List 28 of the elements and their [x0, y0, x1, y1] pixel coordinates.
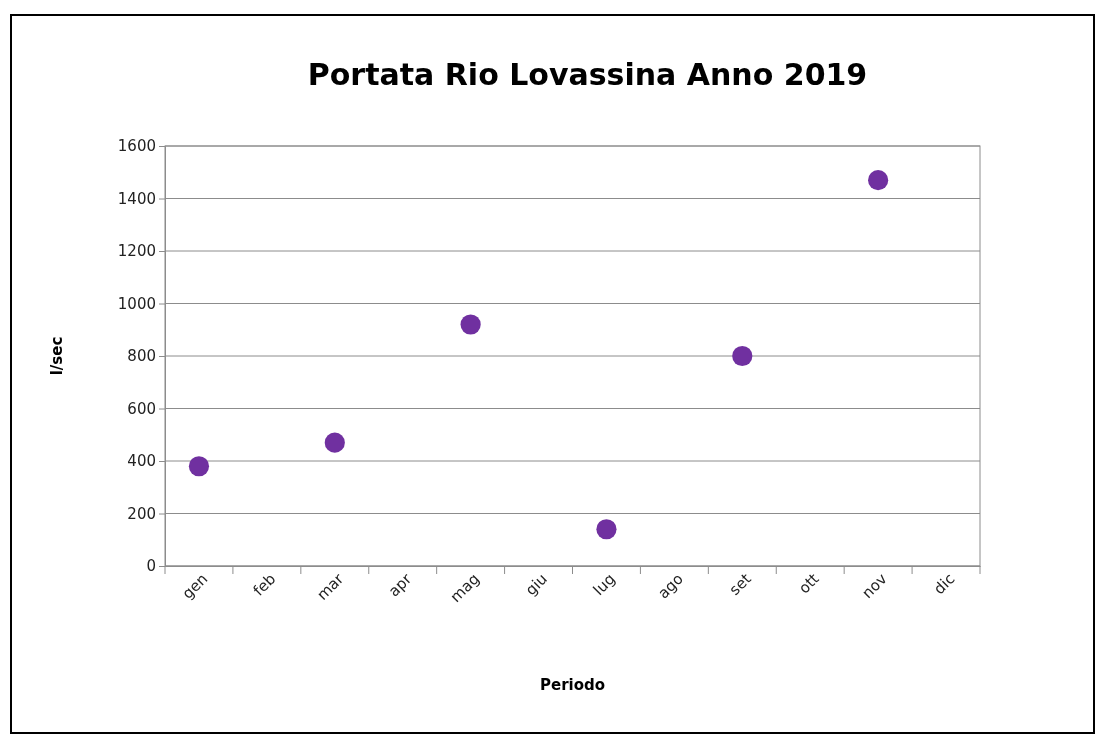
x-tick-label: dic — [930, 569, 959, 599]
chart-title: Portata Rio Lovassina Anno 2019 — [307, 57, 868, 92]
point — [188, 456, 210, 477]
x-tick-label: gen — [178, 569, 212, 603]
x-tick-label: apr — [384, 569, 416, 601]
x-tick-label: ott — [795, 569, 823, 598]
y-tick-label: 600 — [127, 399, 156, 418]
y-tick-label: 1600 — [117, 137, 156, 156]
y-tick-label: 800 — [127, 347, 156, 366]
point — [732, 345, 753, 367]
point — [596, 519, 617, 540]
x-tick-label: feb — [249, 569, 280, 600]
y-tick-label: 200 — [127, 504, 156, 523]
x-tick-label: giu — [521, 569, 551, 600]
y-tick-label: 0 — [146, 557, 156, 576]
y-tick-label: 400 — [127, 452, 156, 471]
x-tick-label: nov — [858, 569, 891, 603]
point — [324, 432, 345, 453]
point — [460, 314, 481, 335]
x-tick-label: ago — [654, 569, 687, 603]
y-tick-label: 1400 — [117, 189, 156, 208]
y-tick-label: 1200 — [117, 242, 156, 261]
x-axis-title: Periodo — [539, 676, 606, 694]
x-tick-label: set — [725, 569, 755, 599]
point — [868, 170, 889, 191]
x-tick-label: lug — [589, 569, 619, 600]
y-tick-label: 1000 — [117, 294, 156, 313]
y-axis-title: l/sec — [48, 336, 66, 376]
